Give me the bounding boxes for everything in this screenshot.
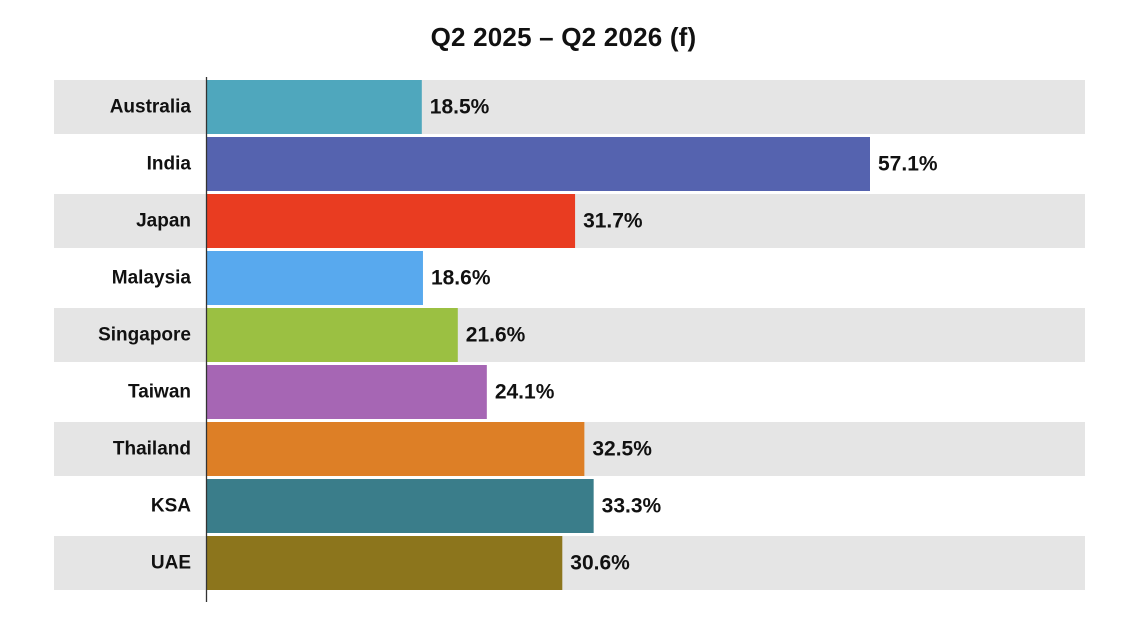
- bar-ksa: [207, 479, 594, 533]
- bar-malaysia: [207, 251, 423, 305]
- category-label-thailand: Thailand: [113, 439, 191, 460]
- category-label-india: India: [147, 154, 192, 175]
- bar-india: [207, 137, 870, 191]
- value-label-taiwan: 24.1%: [495, 381, 555, 404]
- value-label-india: 57.1%: [878, 153, 938, 176]
- category-label-australia: Australia: [110, 97, 192, 118]
- value-label-malaysia: 18.6%: [431, 267, 491, 290]
- chart-title: Q2 2025 – Q2 2026 (f): [430, 22, 697, 52]
- value-label-singapore: 21.6%: [466, 324, 526, 347]
- bar-uae: [207, 536, 563, 590]
- category-label-japan: Japan: [136, 211, 191, 232]
- value-label-thailand: 32.5%: [592, 438, 652, 461]
- bar-singapore: [207, 308, 458, 362]
- category-label-taiwan: Taiwan: [128, 382, 191, 403]
- bar-japan: [207, 194, 576, 248]
- category-label-malaysia: Malaysia: [112, 268, 192, 289]
- bar-australia: [207, 80, 422, 134]
- bar-thailand: [207, 422, 585, 476]
- value-label-uae: 30.6%: [570, 552, 630, 575]
- value-label-australia: 18.5%: [430, 96, 490, 119]
- category-label-ksa: KSA: [151, 496, 191, 517]
- category-label-uae: UAE: [151, 553, 191, 574]
- category-label-singapore: Singapore: [98, 325, 191, 346]
- bar-taiwan: [207, 365, 487, 419]
- value-label-ksa: 33.3%: [602, 495, 662, 518]
- value-label-japan: 31.7%: [583, 210, 643, 233]
